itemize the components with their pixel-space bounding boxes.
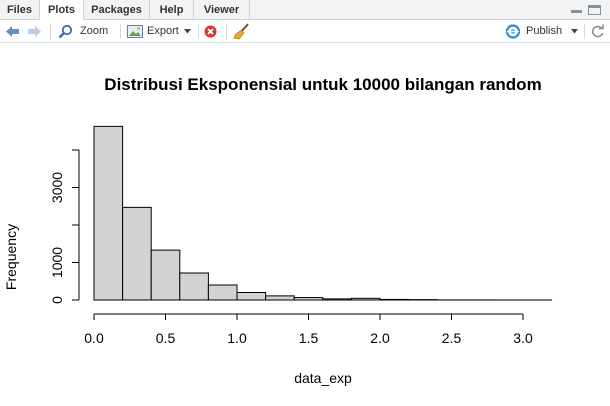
histogram-bar [323,299,352,300]
x-tick-label: 2.5 [442,330,462,346]
x-tick-label: 1.5 [299,330,319,346]
histogram-bar [294,298,323,300]
histogram-bar [123,207,152,300]
y-tick-label: 1000 [49,247,65,278]
export-label: Export [147,23,179,40]
histogram-bar [380,299,409,300]
histogram-bar [208,285,237,300]
remove-plot-icon[interactable] [203,23,218,40]
toolbar-separator [120,24,121,39]
maximize-pane-icon[interactable] [588,5,601,15]
tab-files[interactable]: Files [0,0,40,20]
y-axis: 0 1000 3000 [49,150,79,304]
forward-arrow-icon[interactable] [26,23,43,40]
plots-toolbar: Zoom Export Publish [0,20,610,43]
y-axis-label: Frequency [3,224,19,290]
toolbar-separator [50,24,51,39]
magnifier-icon [58,24,73,39]
publish-icon [505,24,521,39]
publish-label: Publish [526,23,562,40]
tab-viewer[interactable]: Viewer [194,0,250,20]
back-arrow-icon[interactable] [4,23,21,40]
histogram-bar [351,298,380,300]
x-tick-label: 0.0 [84,330,104,346]
histogram-bar [94,126,123,300]
histogram-chart: Distribusi Eksponensial untuk 10000 bila… [0,43,610,401]
histogram-bar [180,273,209,300]
export-image-icon [127,25,143,38]
y-tick-label: 3000 [49,172,65,203]
minimize-pane-icon[interactable] [570,5,583,15]
export-button[interactable]: Export [127,23,195,40]
chevron-down-icon [184,29,191,34]
toolbar-separator [198,24,199,39]
zoom-label: Zoom [80,23,108,40]
x-axis-label: data_exp [294,370,352,386]
x-axis: 0.0 0.5 1.0 1.5 2.0 2.5 3.0 [84,314,533,346]
chevron-down-icon [571,29,578,34]
x-tick-label: 3.0 [513,330,533,346]
histogram-bar [237,293,266,301]
toolbar-separator [584,24,585,39]
broom-icon[interactable] [233,23,250,40]
plot-area: Distribusi Eksponensial untuk 10000 bila… [0,43,610,401]
tab-help[interactable]: Help [150,0,194,20]
histogram-bar [151,250,180,300]
tab-packages[interactable]: Packages [84,0,150,20]
y-tick-label: 0 [49,296,65,304]
chart-title: Distribusi Eksponensial untuk 10000 bila… [104,75,541,94]
x-tick-label: 0.5 [156,330,176,346]
toolbar-separator [226,24,227,39]
publish-button[interactable]: Publish [505,23,579,40]
x-tick-label: 1.0 [227,330,247,346]
zoom-button[interactable]: Zoom [58,23,114,40]
histogram-bars [94,126,552,300]
tab-plots[interactable]: Plots [40,0,84,21]
histogram-bar [266,296,295,300]
x-tick-label: 2.0 [370,330,390,346]
pane-tab-bar: Files Plots Packages Help Viewer [0,0,610,20]
refresh-icon[interactable] [590,23,605,40]
